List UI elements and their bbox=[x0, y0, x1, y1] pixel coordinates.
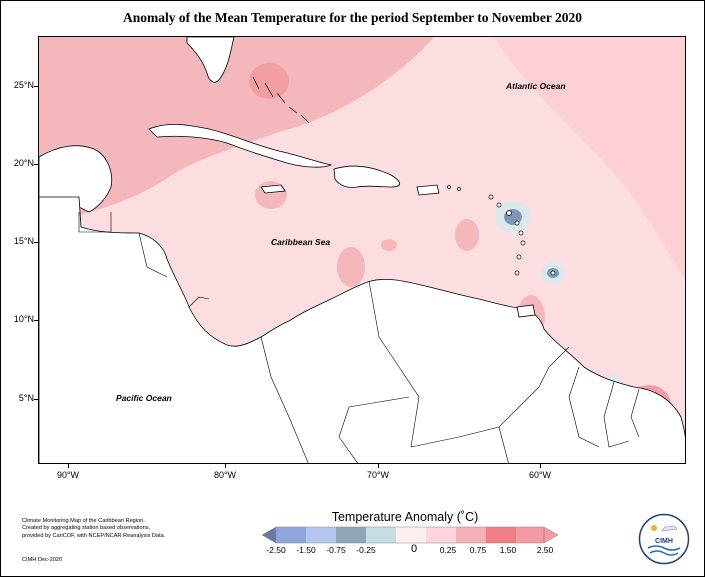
legend-label: 0.75 bbox=[469, 545, 487, 555]
label-caribbean-sea: Caribbean Sea bbox=[271, 237, 331, 247]
lat-tick-10: 10°N bbox=[13, 314, 34, 324]
lat-tickmark bbox=[34, 86, 38, 87]
lesser-antilles bbox=[447, 185, 556, 276]
label-pacific-ocean: Pacific Ocean bbox=[116, 393, 172, 403]
legend-swatch-min bbox=[262, 526, 277, 544]
land-hispaniola bbox=[333, 165, 401, 188]
credit-line: Created by aggregating station based obs… bbox=[22, 525, 151, 532]
lon-tick-60: 60°W bbox=[528, 470, 552, 480]
legend-swatch bbox=[366, 527, 396, 543]
lon-tickmark bbox=[378, 464, 379, 468]
credit-line: provided by CariCOF, with NCEP/NCAR Rean… bbox=[22, 532, 166, 539]
anomaly-hotspot-bahamas bbox=[249, 63, 289, 99]
legend-label: 1.50 bbox=[499, 545, 517, 555]
anomaly-patch-venezuela bbox=[337, 247, 365, 287]
logo-text: CIMH bbox=[655, 538, 673, 545]
anomaly-jamaica bbox=[255, 181, 287, 209]
logo-cloud-icon bbox=[661, 525, 678, 532]
lon-tick-80: 80°W bbox=[213, 470, 237, 480]
legend-swatch bbox=[306, 527, 336, 543]
lat-tick-25: 25°N bbox=[13, 80, 34, 90]
lon-tick-90: 90°W bbox=[56, 470, 80, 480]
credit-line: Climate Monitoring Map of the Caribbean … bbox=[22, 518, 145, 524]
land-puerto-rico bbox=[416, 184, 440, 196]
legend-label: 0.25 bbox=[439, 545, 457, 555]
cimh-logo: CIMH bbox=[638, 513, 690, 565]
logo-wave-icon bbox=[647, 545, 681, 551]
legend-label: -2.50 bbox=[266, 545, 286, 555]
lon-tick-70: 70°W bbox=[366, 470, 390, 480]
land-mexico bbox=[39, 145, 113, 213]
anomaly-warm-north bbox=[39, 37, 434, 222]
land-trinidad bbox=[516, 304, 536, 318]
logo-sun-icon bbox=[651, 525, 657, 531]
anomaly-patch-e bbox=[455, 219, 479, 251]
lat-tickmark bbox=[34, 242, 38, 243]
lon-tickmark bbox=[68, 464, 69, 468]
map-panel bbox=[38, 36, 686, 464]
anomaly-patch-small bbox=[381, 239, 397, 251]
legend-swatch bbox=[396, 527, 426, 543]
legend-label: -0.25 bbox=[356, 545, 376, 555]
land-masses bbox=[39, 37, 685, 463]
legend-swatch bbox=[456, 527, 486, 543]
legend-title: Temperature Anomaly (˚C) bbox=[331, 510, 479, 524]
anomaly-warm-east bbox=[494, 37, 685, 279]
land-jamaica bbox=[260, 184, 286, 194]
land-cuba bbox=[148, 124, 333, 168]
credit-date: CIMH Dec-2020 bbox=[22, 557, 63, 563]
legend-swatch bbox=[426, 527, 456, 543]
lat-tick-20: 20°N bbox=[13, 158, 34, 168]
credits-block: Climate Monitoring Map of the Caribbean … bbox=[22, 518, 222, 540]
legend-swatch bbox=[336, 527, 366, 543]
logo-wave-icon bbox=[649, 550, 679, 556]
label-atlantic-ocean: Atlantic Ocean bbox=[506, 81, 566, 91]
legend-label-zero: 0 bbox=[410, 543, 418, 555]
legend-swatch bbox=[276, 527, 306, 543]
lon-tickmark bbox=[540, 464, 541, 468]
legend-swatch bbox=[486, 527, 516, 543]
lon-tickmark bbox=[225, 464, 226, 468]
legend-outline bbox=[275, 526, 545, 544]
map-title: Anomaly of the Mean Temperature for the … bbox=[122, 10, 583, 25]
lat-tickmark bbox=[34, 320, 38, 321]
legend-colorbar bbox=[262, 526, 558, 544]
land-florida bbox=[186, 37, 235, 83]
land-central-south-america bbox=[39, 196, 685, 463]
legend-swatch-max bbox=[543, 526, 558, 544]
lat-tick-15: 15°N bbox=[13, 236, 34, 246]
legend-label: 2.50 bbox=[536, 545, 554, 555]
country-borders bbox=[78, 212, 640, 463]
lat-tickmark bbox=[34, 399, 38, 400]
lat-tick-5: 5°N bbox=[18, 393, 34, 403]
legend-swatch bbox=[516, 527, 544, 543]
legend-label: -0.75 bbox=[326, 545, 346, 555]
lat-tickmark bbox=[34, 164, 38, 165]
map-canvas bbox=[39, 37, 685, 463]
legend-label: -1.50 bbox=[296, 545, 316, 555]
bahamas-islands bbox=[252, 76, 310, 124]
